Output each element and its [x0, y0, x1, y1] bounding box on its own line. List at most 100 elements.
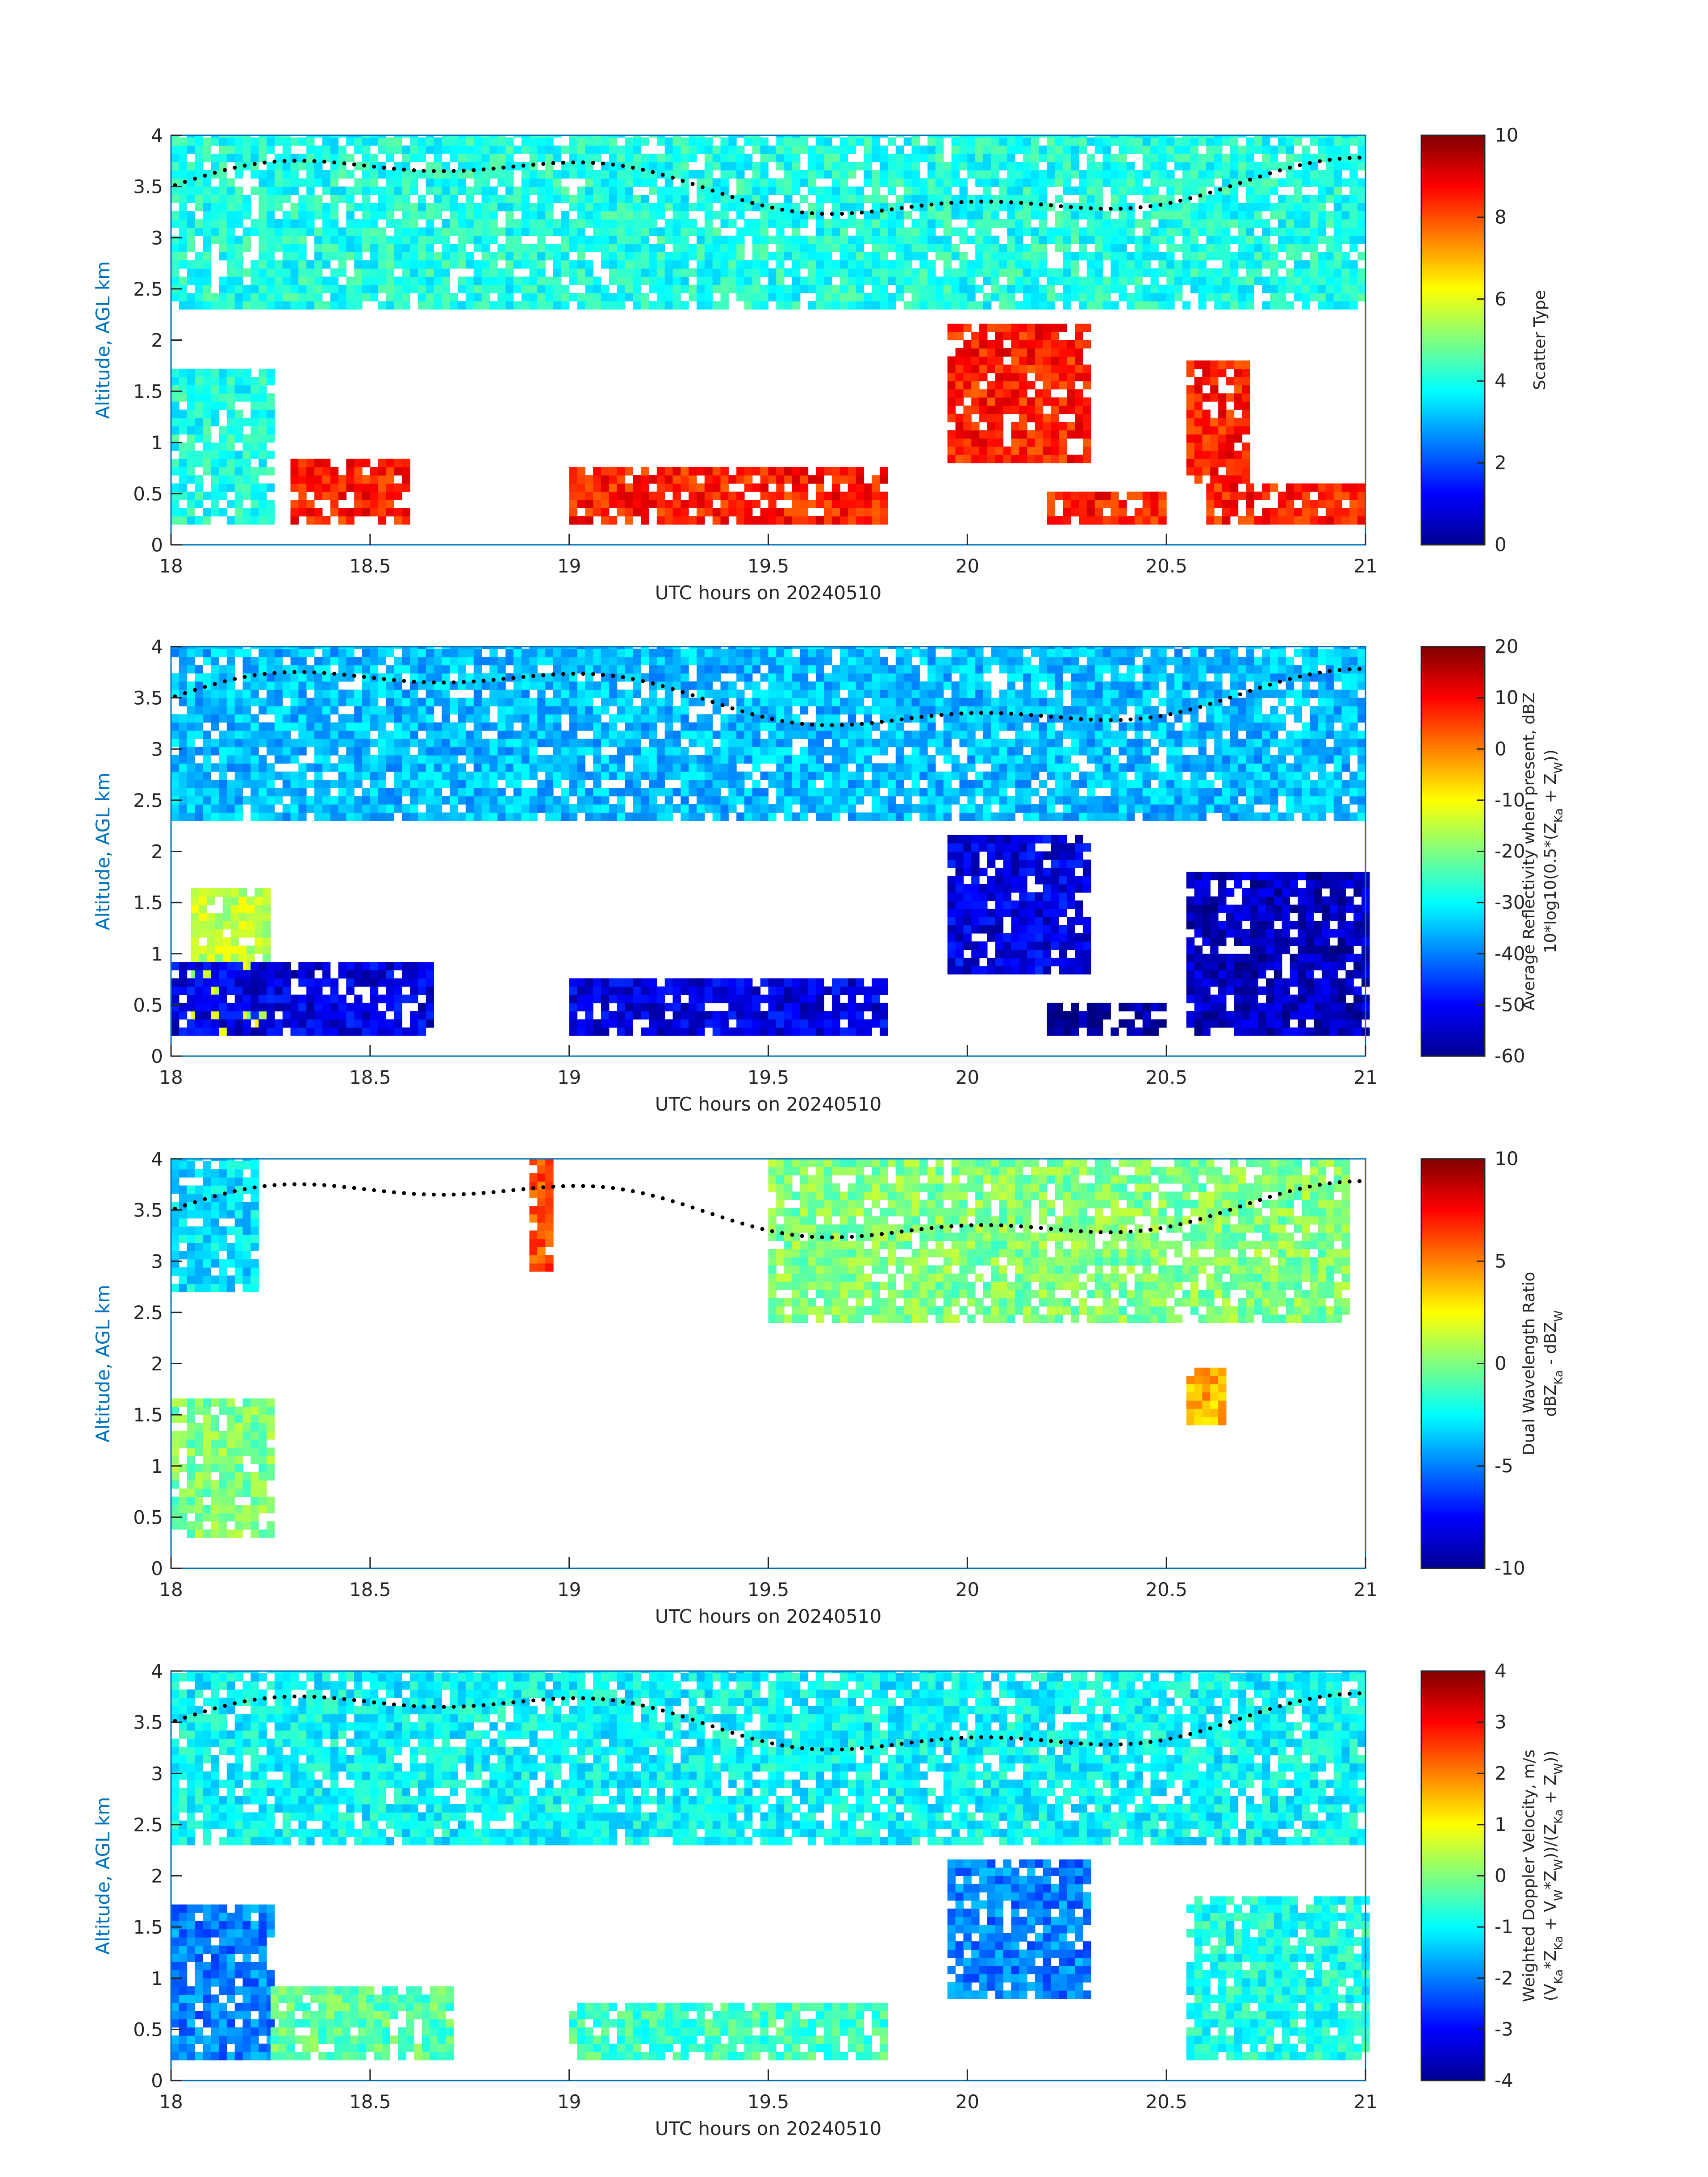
- heatmap-cell: [625, 178, 633, 187]
- heatmap-cell: [1206, 293, 1215, 301]
- heatmap-cell: [242, 284, 251, 293]
- heatmap-cell: [792, 244, 801, 252]
- heatmap-cell: [816, 145, 824, 154]
- layer-marker: [830, 212, 834, 216]
- heatmap-cell: [458, 812, 466, 821]
- heatmap-cell: [689, 219, 697, 228]
- heatmap-cell: [943, 162, 952, 171]
- heatmap-cell: [179, 491, 188, 500]
- heatmap-cell: [760, 293, 769, 301]
- heatmap-cell: [362, 648, 371, 657]
- heatmap-cell: [410, 211, 418, 220]
- heatmap-cell: [1246, 260, 1254, 269]
- heatmap-cell: [1150, 235, 1159, 244]
- heatmap-cell: [979, 455, 988, 464]
- heatmap-cell: [410, 137, 418, 146]
- heatmap-cell: [824, 516, 832, 525]
- heatmap-cell: [816, 135, 824, 138]
- heatmap-cell: [760, 284, 769, 293]
- heatmap-cell: [951, 252, 960, 261]
- heatmap-cell: [935, 186, 944, 195]
- heatmap-cell: [362, 739, 371, 748]
- heatmap-cell: [1278, 137, 1286, 146]
- heatmap-cell: [943, 195, 952, 203]
- layer-marker: [1188, 196, 1193, 201]
- heatmap-cell: [1302, 491, 1310, 500]
- heatmap-cell: [187, 235, 196, 244]
- heatmap-cell: [251, 293, 259, 301]
- heatmap-cell: [354, 483, 363, 492]
- heatmap-cell: [378, 467, 387, 476]
- heatmap-cell: [864, 252, 872, 261]
- heatmap-cell: [521, 722, 530, 731]
- heatmap-cell: [370, 244, 379, 252]
- heatmap-cell: [338, 145, 347, 154]
- heatmap-cell: [1198, 211, 1207, 220]
- heatmap-cell: [402, 714, 410, 723]
- heatmap-cell: [1158, 145, 1167, 154]
- heatmap-cell: [776, 162, 785, 171]
- heatmap-cell: [290, 755, 299, 764]
- heatmap-cell: [1234, 434, 1243, 443]
- heatmap-cell: [418, 698, 426, 706]
- heatmap-cell: [251, 219, 259, 228]
- heatmap-cell: [1094, 244, 1103, 252]
- heatmap-cell: [259, 301, 267, 310]
- heatmap-cell: [338, 714, 347, 723]
- heatmap-cell: [1007, 178, 1015, 187]
- heatmap-cell: [784, 211, 793, 220]
- heatmap-cell: [226, 731, 235, 739]
- heatmap-cell: [338, 195, 347, 203]
- heatmap-cell: [394, 681, 402, 690]
- heatmap-cell: [450, 227, 458, 236]
- heatmap-cell: [179, 377, 188, 385]
- heatmap-cell: [338, 508, 347, 517]
- heatmap-cell: [800, 276, 809, 285]
- heatmap-cell: [537, 647, 546, 649]
- heatmap-cell: [442, 656, 450, 665]
- heatmap-cell: [529, 763, 538, 772]
- heatmap-cell: [744, 137, 753, 146]
- heatmap-cell: [203, 508, 211, 517]
- heatmap-cell: [267, 219, 275, 228]
- heatmap-cell: [800, 483, 809, 492]
- heatmap-cell: [1349, 301, 1358, 310]
- heatmap-cell: [1102, 491, 1111, 500]
- heatmap-cell: [1278, 211, 1286, 220]
- heatmap-cell: [1349, 211, 1358, 220]
- heatmap-cell: [402, 656, 410, 665]
- heatmap-cell: [322, 763, 331, 772]
- heatmap-cell: [267, 796, 275, 805]
- heatmap-cell: [306, 162, 315, 171]
- heatmap-cell: [306, 293, 315, 301]
- heatmap-cell: [370, 812, 379, 821]
- heatmap-cell: [752, 186, 761, 195]
- heatmap-cell: [219, 393, 227, 402]
- heatmap-cell: [370, 135, 379, 138]
- heatmap-cell: [418, 260, 426, 269]
- heatmap-cell: [481, 796, 490, 805]
- heatmap-cell: [792, 162, 801, 171]
- heatmap-cell: [338, 475, 347, 484]
- heatmap-cell: [434, 755, 442, 764]
- heatmap-cell: [274, 268, 283, 277]
- heatmap-cell: [1047, 135, 1056, 138]
- heatmap-cell: [1214, 162, 1223, 171]
- heatmap-cell: [450, 739, 458, 748]
- heatmap-cell: [242, 195, 251, 203]
- heatmap-cell: [808, 145, 817, 154]
- heatmap-cell: [1158, 154, 1167, 163]
- heatmap-cell: [378, 268, 387, 277]
- heatmap-cell: [919, 301, 928, 310]
- heatmap-cell: [410, 673, 418, 682]
- heatmap-cell: [808, 260, 817, 269]
- heatmap-cell: [1254, 145, 1262, 154]
- heatmap-cell: [832, 203, 840, 212]
- heatmap-cell: [497, 293, 506, 301]
- heatmap-cell: [473, 276, 482, 285]
- heatmap-cell: [410, 706, 418, 715]
- heatmap-cell: [848, 252, 856, 261]
- heatmap-cell: [362, 771, 371, 780]
- heatmap-cell: [1302, 219, 1310, 228]
